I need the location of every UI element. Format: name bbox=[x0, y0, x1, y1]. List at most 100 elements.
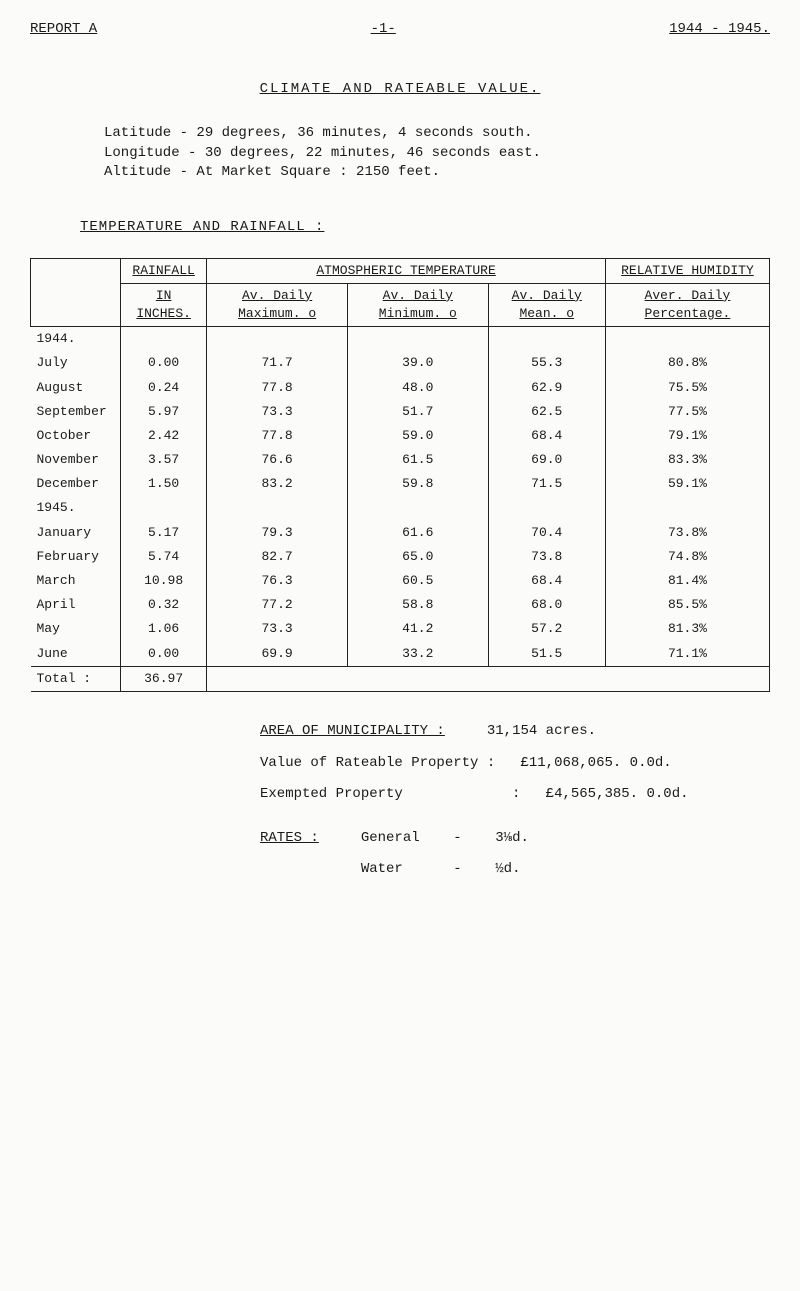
col-mean: Av. Daily Mean. o bbox=[488, 283, 605, 326]
month: October bbox=[31, 424, 121, 448]
mean: 69.0 bbox=[488, 448, 605, 472]
hum: 81.3% bbox=[605, 617, 769, 641]
rateable-label: Value of Rateable Property : bbox=[260, 755, 495, 771]
page-header: REPORT A -1- 1944 - 1945. bbox=[30, 20, 770, 40]
year-1945: 1945. bbox=[31, 496, 121, 520]
rain: 2.42 bbox=[121, 424, 207, 448]
mean: 51.5 bbox=[488, 642, 605, 667]
latitude-line: Latitude - 29 degrees, 36 minutes, 4 sec… bbox=[104, 124, 696, 144]
max: 76.6 bbox=[207, 448, 348, 472]
col-rainfall: RAINFALL bbox=[121, 258, 207, 283]
mean: 55.3 bbox=[488, 351, 605, 375]
hum: 83.3% bbox=[605, 448, 769, 472]
month: April bbox=[31, 593, 121, 617]
max: 79.3 bbox=[207, 521, 348, 545]
mean: 68.4 bbox=[488, 424, 605, 448]
rain: 3.57 bbox=[121, 448, 207, 472]
max: 71.7 bbox=[207, 351, 348, 375]
hum: 74.8% bbox=[605, 545, 769, 569]
max: 83.2 bbox=[207, 472, 348, 496]
header-right: 1944 - 1945. bbox=[669, 20, 770, 40]
month: March bbox=[31, 569, 121, 593]
min: 33.2 bbox=[347, 642, 488, 667]
rain: 0.00 bbox=[121, 351, 207, 375]
mean: 73.8 bbox=[488, 545, 605, 569]
rain: 0.32 bbox=[121, 593, 207, 617]
mean: 71.5 bbox=[488, 472, 605, 496]
altitude-line: Altitude - At Market Square : 2150 feet. bbox=[104, 163, 696, 183]
month: July bbox=[31, 351, 121, 375]
max: 73.3 bbox=[207, 617, 348, 641]
header-left: REPORT A bbox=[30, 20, 97, 40]
lower-block: AREA OF MUNICIPALITY : 31,154 acres. Val… bbox=[260, 722, 770, 880]
rain: 0.00 bbox=[121, 642, 207, 667]
month: November bbox=[31, 448, 121, 472]
max: 69.9 bbox=[207, 642, 348, 667]
col-min: Av. Daily Minimum. o bbox=[347, 283, 488, 326]
min: 59.0 bbox=[347, 424, 488, 448]
rain: 5.97 bbox=[121, 400, 207, 424]
hum: 81.4% bbox=[605, 569, 769, 593]
hum: 59.1% bbox=[605, 472, 769, 496]
rateable-value: £11,068,065. 0.0d. bbox=[520, 755, 671, 771]
rain: 5.17 bbox=[121, 521, 207, 545]
hum: 71.1% bbox=[605, 642, 769, 667]
rates-label: RATES : bbox=[260, 830, 319, 846]
total-value: 36.97 bbox=[121, 666, 207, 691]
rates-water-label: Water bbox=[361, 861, 403, 877]
total-label: Total : bbox=[31, 666, 121, 691]
month: August bbox=[31, 376, 121, 400]
max: 76.3 bbox=[207, 569, 348, 593]
mean: 70.4 bbox=[488, 521, 605, 545]
rain: 1.50 bbox=[121, 472, 207, 496]
month: May bbox=[31, 617, 121, 641]
max: 73.3 bbox=[207, 400, 348, 424]
hum: 85.5% bbox=[605, 593, 769, 617]
min: 65.0 bbox=[347, 545, 488, 569]
col-rainfall-sub: IN INCHES. bbox=[121, 283, 207, 326]
rates-general-value: 3⅛d. bbox=[495, 830, 529, 846]
hum: 77.5% bbox=[605, 400, 769, 424]
header-center: -1- bbox=[371, 20, 396, 40]
climate-table: RAINFALL ATMOSPHERIC TEMPERATURE RELATIV… bbox=[30, 258, 770, 692]
location-block: Latitude - 29 degrees, 36 minutes, 4 sec… bbox=[104, 124, 696, 183]
longitude-line: Longitude - 30 degrees, 22 minutes, 46 s… bbox=[104, 144, 696, 164]
rain: 5.74 bbox=[121, 545, 207, 569]
min: 60.5 bbox=[347, 569, 488, 593]
max: 77.2 bbox=[207, 593, 348, 617]
month: February bbox=[31, 545, 121, 569]
rates-water-sep: - bbox=[453, 861, 461, 877]
month: June bbox=[31, 642, 121, 667]
rain: 0.24 bbox=[121, 376, 207, 400]
section-header: TEMPERATURE AND RAINFALL : bbox=[80, 218, 770, 238]
page-title: CLIMATE AND RATEABLE VALUE. bbox=[30, 80, 770, 100]
rates-general-sep: - bbox=[453, 830, 461, 846]
min: 51.7 bbox=[347, 400, 488, 424]
max: 82.7 bbox=[207, 545, 348, 569]
min: 41.2 bbox=[347, 617, 488, 641]
exempted-label: Exempted Property bbox=[260, 786, 403, 802]
mean: 68.4 bbox=[488, 569, 605, 593]
month: January bbox=[31, 521, 121, 545]
area-value: 31,154 acres. bbox=[487, 723, 596, 739]
min: 39.0 bbox=[347, 351, 488, 375]
rain: 10.98 bbox=[121, 569, 207, 593]
exempted-sep: : bbox=[512, 786, 520, 802]
col-humidity: RELATIVE HUMIDITY bbox=[605, 258, 769, 283]
hum: 73.8% bbox=[605, 521, 769, 545]
col-atmos: ATMOSPHERIC TEMPERATURE bbox=[207, 258, 606, 283]
mean: 62.5 bbox=[488, 400, 605, 424]
hum: 79.1% bbox=[605, 424, 769, 448]
col-humidity-sub: Aver. Daily Percentage. bbox=[605, 283, 769, 326]
min: 58.8 bbox=[347, 593, 488, 617]
hum: 75.5% bbox=[605, 376, 769, 400]
min: 61.5 bbox=[347, 448, 488, 472]
rates-general-label: General bbox=[361, 830, 420, 846]
month: December bbox=[31, 472, 121, 496]
area-label: AREA OF MUNICIPALITY : bbox=[260, 723, 445, 739]
month: September bbox=[31, 400, 121, 424]
mean: 68.0 bbox=[488, 593, 605, 617]
max: 77.8 bbox=[207, 376, 348, 400]
mean: 62.9 bbox=[488, 376, 605, 400]
col-max: Av. Daily Maximum. o bbox=[207, 283, 348, 326]
